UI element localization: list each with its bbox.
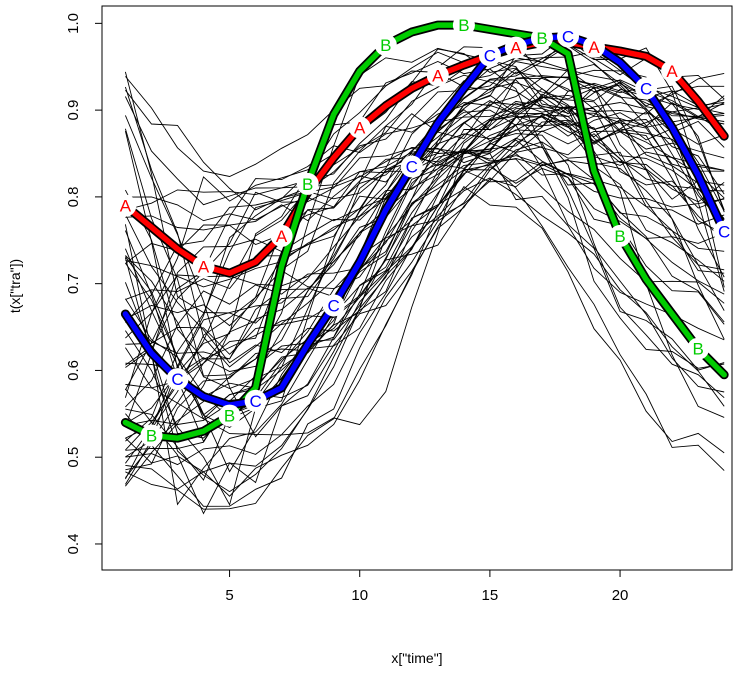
background-trajectory xyxy=(125,133,725,327)
series-a-marker-bg xyxy=(426,64,449,87)
background-trajectory xyxy=(124,86,725,438)
series-a-marker-label: A xyxy=(198,257,210,276)
y-tick-label: 0.4 xyxy=(65,534,82,555)
x-axis-title: x["time"] xyxy=(391,650,442,666)
series-c-line xyxy=(122,33,727,408)
series-b-marker-bg xyxy=(140,424,163,447)
series-c-marker-label: C xyxy=(328,296,340,315)
x-tick-label: 20 xyxy=(612,587,629,604)
series-b-marker-bg xyxy=(531,27,553,50)
background-trajectory xyxy=(125,142,725,497)
series-b-marker-label: B xyxy=(302,175,313,194)
series-b-marker-bg xyxy=(687,337,710,360)
series-c-marker-bg xyxy=(557,25,579,48)
x-tick-label: 10 xyxy=(351,587,368,604)
series-b-marker-bg xyxy=(374,34,397,56)
background-trajectory xyxy=(125,40,725,479)
series-c-marker-label: C xyxy=(718,223,730,242)
y-axis-title: t(x["tra"]) xyxy=(7,259,23,313)
background-trajectory xyxy=(125,61,725,369)
series-a-marker-bg xyxy=(192,255,215,278)
background-trajectory xyxy=(125,112,725,506)
series-a-marker-label: A xyxy=(588,38,600,57)
series-c-marker-label: C xyxy=(562,27,574,46)
background-trajectory xyxy=(125,85,725,466)
x-tick-label: 15 xyxy=(482,587,499,604)
y-tick-label: 0.5 xyxy=(65,447,82,468)
series-a-marker-label: A xyxy=(354,119,366,138)
series-b-marker-label: B xyxy=(380,36,391,55)
background-trajectory xyxy=(125,107,725,376)
x-tick-label: 5 xyxy=(225,587,233,604)
series-a-line xyxy=(122,39,727,276)
background-trajectory xyxy=(125,75,725,389)
series-a-marker-label: A xyxy=(276,227,288,246)
y-axis: 0.4 0.5 0.6 0.7 0.8 0.9 1.0 xyxy=(65,13,102,554)
background-trajectory xyxy=(124,100,725,493)
series-a-marker-bg xyxy=(661,60,684,83)
series-c-marker-bg xyxy=(400,155,423,178)
series-a-marker-bg xyxy=(504,36,527,59)
series-c-marker-bg xyxy=(244,389,267,412)
background-trajectory xyxy=(125,71,725,473)
y-tick-label: 0.7 xyxy=(65,273,82,294)
y-tick-label: 1.0 xyxy=(65,13,82,34)
series-a-marker-label: A xyxy=(666,62,678,81)
series-b-marker-label: B xyxy=(458,16,469,35)
series-b-marker-label: B xyxy=(614,227,625,246)
series-b-marker-bg xyxy=(452,14,475,37)
series-c-marker-label: C xyxy=(171,370,183,389)
background-trajectory xyxy=(125,161,725,360)
series-b-marker-label: B xyxy=(224,407,235,426)
background-trajectory xyxy=(124,78,725,364)
series-b-marker-label: B xyxy=(693,340,704,359)
series-b-marker-label: B xyxy=(146,427,157,446)
background-trajectory xyxy=(125,111,725,288)
background-trajectory xyxy=(124,61,725,427)
series-a-marker-bg xyxy=(348,116,371,139)
background-trajectory xyxy=(125,102,725,480)
series-a-marker-bg xyxy=(270,224,293,247)
background-trajectory xyxy=(125,155,725,408)
y-tick-label: 0.8 xyxy=(65,186,82,207)
y-tick-label: 0.9 xyxy=(65,100,82,121)
x-axis: 5 10 15 20 xyxy=(225,569,629,604)
series-a-marker-label: A xyxy=(432,66,444,85)
y-tick-label: 0.6 xyxy=(65,360,82,381)
series-c-marker-bg xyxy=(322,294,345,317)
background-trajectory xyxy=(125,51,725,424)
series-c-marker-label: C xyxy=(406,158,418,177)
series-a-marker-label: A xyxy=(510,39,522,58)
series-c-marker-bg xyxy=(713,220,733,243)
background-trajectory xyxy=(125,185,725,510)
background-trajectory xyxy=(125,147,725,341)
series-c-marker-label: C xyxy=(249,392,261,411)
series-b-marker-bg xyxy=(296,172,319,195)
series-c-marker-bg xyxy=(478,44,501,67)
series-b-marker-label: B xyxy=(536,29,547,48)
series-a-marker-bg xyxy=(114,194,137,217)
series-a-marker-bg xyxy=(583,35,605,58)
series-b-marker-bg xyxy=(218,404,241,427)
background-trajectory xyxy=(125,68,725,177)
series-b-marker-bg xyxy=(609,224,632,247)
background-trajectory xyxy=(125,102,725,391)
background-trajectory xyxy=(125,115,725,436)
series-c-marker-label: C xyxy=(640,79,652,98)
series-c-marker-bg xyxy=(635,77,658,100)
background-trajectory xyxy=(125,177,725,490)
series-a-marker-label: A xyxy=(120,197,132,216)
series-c-marker-bg xyxy=(166,368,189,391)
series-c-marker-label: C xyxy=(484,47,496,66)
background-trajectory xyxy=(125,48,725,274)
